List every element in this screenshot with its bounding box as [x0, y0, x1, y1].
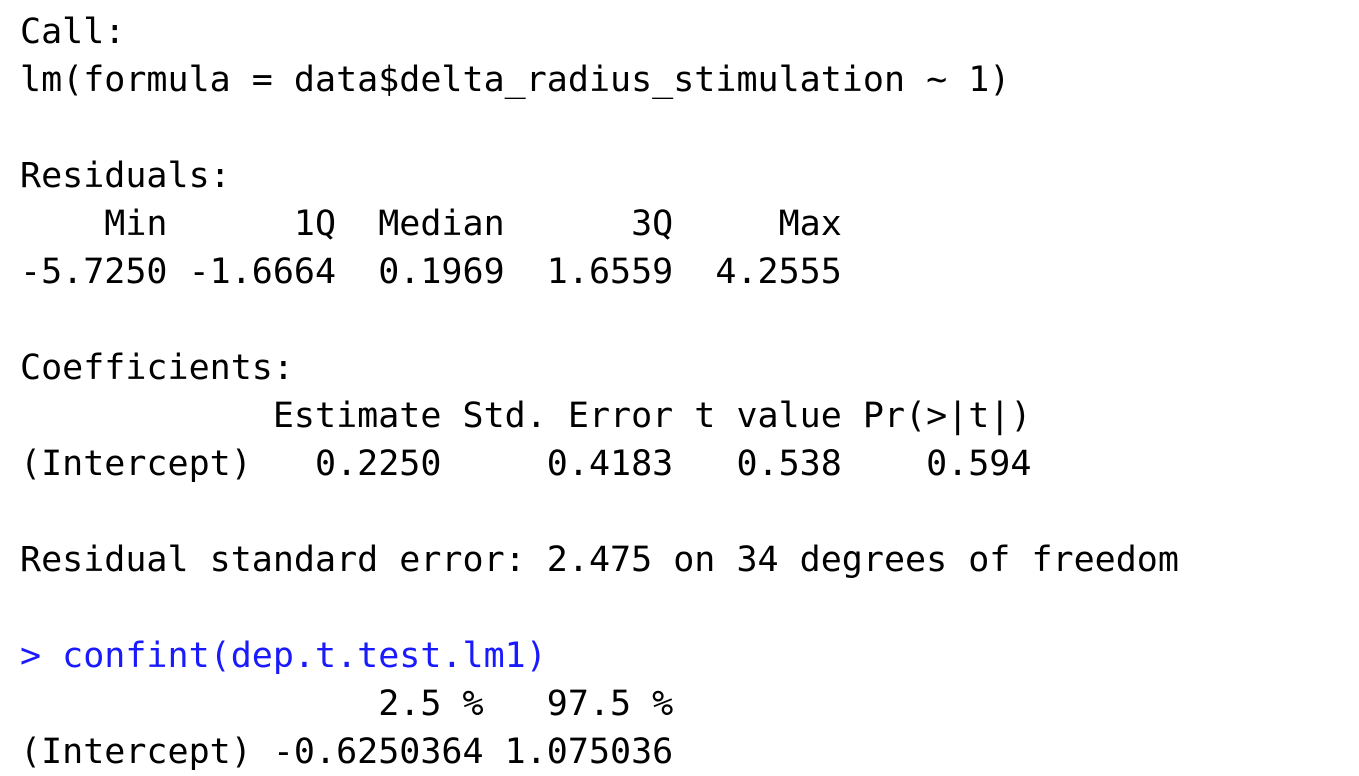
blank-line: [20, 584, 1359, 632]
coefficients-column-headers: Estimate Std. Error t value Pr(>|t|): [20, 396, 1032, 436]
blank-line: [20, 488, 1359, 536]
residuals-column-headers: Min 1Q Median 3Q Max: [20, 204, 863, 244]
confint-column-headers: 2.5 % 97.5 %: [20, 684, 674, 724]
residual-standard-error: Residual standard error: 2.475 on 34 deg…: [20, 540, 1179, 580]
call-formula: lm(formula = data$delta_radius_stimulati…: [20, 60, 1011, 100]
coefficients-intercept-row: (Intercept) 0.2250 0.4183 0.538 0.594: [20, 444, 1032, 484]
coefficients-header: Coefficients:: [20, 348, 294, 388]
blank-line: [20, 296, 1359, 344]
residuals-header: Residuals:: [20, 156, 231, 196]
residuals-values: -5.7250 -1.6664 0.1969 1.6559 4.2555: [20, 252, 863, 292]
console-command[interactable]: > confint(dep.t.test.lm1): [20, 636, 547, 676]
confint-intercept-row: (Intercept) -0.6250364 1.075036: [20, 732, 674, 772]
call-header: Call:: [20, 12, 126, 52]
blank-line: [20, 104, 1359, 152]
